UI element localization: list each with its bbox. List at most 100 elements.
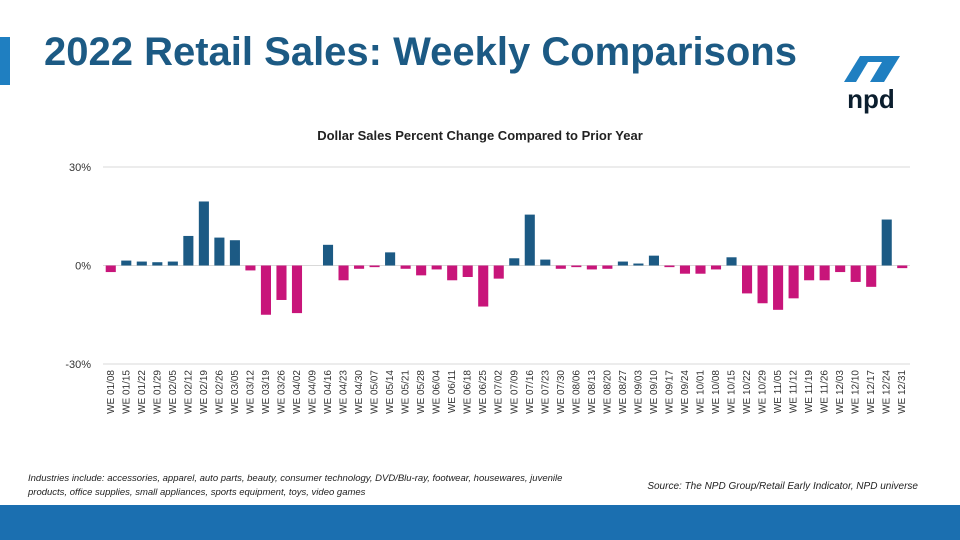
x-tick-label: WE 08/20 bbox=[602, 370, 613, 414]
bar bbox=[291, 265, 303, 314]
bar bbox=[555, 265, 566, 269]
bar bbox=[400, 265, 411, 269]
x-tick-label: WE 12/31 bbox=[897, 370, 908, 414]
bar bbox=[633, 263, 644, 266]
bar bbox=[617, 261, 628, 266]
npd-logo-mark-stripe bbox=[856, 62, 882, 82]
bar bbox=[524, 214, 535, 266]
x-tick-label: WE 02/26 bbox=[214, 370, 225, 414]
x-tick-label: WE 10/22 bbox=[742, 370, 753, 414]
bar bbox=[804, 265, 815, 281]
title-accent-bar bbox=[0, 37, 10, 85]
bar bbox=[322, 244, 334, 266]
x-tick-label: WE 07/16 bbox=[525, 370, 536, 414]
x-tick-label: WE 04/02 bbox=[292, 370, 303, 414]
bar bbox=[354, 265, 365, 269]
bar bbox=[152, 262, 163, 266]
bar bbox=[726, 257, 737, 266]
x-tick-label: WE 11/26 bbox=[820, 370, 831, 414]
x-tick-label: WE 05/28 bbox=[416, 370, 427, 414]
page-title: 2022 Retail Sales: Weekly Comparisons bbox=[44, 30, 797, 74]
x-tick-label: WE 04/16 bbox=[323, 370, 334, 414]
x-tick-label: WE 02/05 bbox=[168, 370, 179, 414]
bar bbox=[679, 265, 691, 274]
bar bbox=[462, 265, 473, 277]
bar bbox=[648, 255, 659, 266]
bar bbox=[710, 265, 722, 270]
x-tick-label: WE 12/24 bbox=[882, 370, 893, 414]
bar bbox=[338, 265, 349, 281]
x-tick-label: WE 03/12 bbox=[245, 370, 256, 414]
x-tick-label: WE 08/27 bbox=[618, 370, 629, 414]
x-tick-label: WE 07/30 bbox=[556, 370, 567, 414]
bar bbox=[695, 265, 706, 274]
source-note: Source: The NPD Group/Retail Early Indic… bbox=[647, 481, 918, 492]
bar bbox=[586, 265, 597, 270]
bar bbox=[757, 265, 768, 304]
y-tick-label: 30% bbox=[69, 162, 91, 174]
x-tick-label: WE 06/04 bbox=[432, 370, 443, 414]
bar bbox=[835, 265, 846, 273]
bar bbox=[881, 219, 892, 266]
x-tick-label: WE 05/21 bbox=[401, 370, 412, 414]
x-tick-label: WE 09/17 bbox=[664, 370, 675, 414]
x-tick-label: WE 09/10 bbox=[649, 370, 660, 414]
bar bbox=[276, 265, 287, 300]
x-tick-label: WE 01/29 bbox=[152, 370, 163, 414]
x-tick-label: WE 01/15 bbox=[121, 370, 132, 414]
bar bbox=[369, 265, 380, 268]
npd-logo-text: npd bbox=[847, 84, 895, 114]
x-tick-label: WE 10/08 bbox=[711, 370, 722, 414]
x-tick-label: WE 08/13 bbox=[587, 370, 598, 414]
x-tick-label: WE 12/17 bbox=[866, 370, 877, 414]
chart-title: Dollar Sales Percent Change Compared to … bbox=[317, 128, 643, 143]
bar bbox=[773, 265, 784, 310]
x-tick-label: WE 11/05 bbox=[773, 370, 784, 414]
bar bbox=[540, 259, 551, 266]
x-tick-label: WE 10/15 bbox=[727, 370, 738, 414]
x-tick-label: WE 02/12 bbox=[183, 370, 194, 414]
bar bbox=[447, 265, 458, 281]
x-tick-label: WE 01/08 bbox=[106, 370, 117, 414]
bar bbox=[167, 261, 178, 266]
bar bbox=[245, 265, 256, 271]
x-tick-label: WE 11/19 bbox=[804, 370, 815, 414]
x-tick-label: WE 10/01 bbox=[695, 370, 706, 414]
x-tick-label: WE 03/05 bbox=[230, 370, 241, 414]
x-tick-label: WE 03/19 bbox=[261, 370, 272, 414]
x-tick-label: WE 03/26 bbox=[276, 370, 287, 414]
bar bbox=[105, 265, 116, 273]
bar bbox=[509, 258, 520, 266]
x-tick-label: WE 04/23 bbox=[339, 370, 350, 414]
npd-logo: npd bbox=[844, 56, 900, 114]
x-tick-label: WE 10/29 bbox=[758, 370, 769, 414]
bar bbox=[602, 265, 613, 269]
bar bbox=[385, 252, 396, 266]
bar bbox=[431, 265, 442, 270]
x-tick-label: WE 11/12 bbox=[789, 370, 800, 414]
x-tick-label: WE 07/02 bbox=[494, 370, 505, 414]
x-tick-label: WE 07/23 bbox=[540, 370, 551, 414]
bar-chart: 30% 0% -30% WE 01/08 WE 01/15 WE 01/22 WE 01/2… bbox=[65, 162, 910, 414]
bar bbox=[416, 265, 427, 276]
bar bbox=[260, 265, 271, 315]
bar bbox=[136, 261, 147, 266]
x-tick-label: WE 05/14 bbox=[385, 370, 396, 414]
bar bbox=[198, 201, 209, 266]
x-tick-label: WE 06/25 bbox=[478, 370, 489, 414]
bar bbox=[493, 265, 504, 279]
bar bbox=[850, 265, 861, 282]
x-tick-label: WE 09/24 bbox=[680, 370, 691, 414]
footer-bar bbox=[0, 505, 960, 540]
bar bbox=[819, 265, 830, 281]
y-tick-label: 0% bbox=[75, 261, 91, 273]
x-tick-label: WE 06/18 bbox=[463, 370, 474, 414]
bar bbox=[897, 265, 908, 269]
x-tick-label: WE 04/30 bbox=[354, 370, 365, 414]
x-tick-label: WE 05/07 bbox=[370, 370, 381, 414]
bar bbox=[121, 260, 132, 266]
bar bbox=[664, 265, 675, 268]
bar bbox=[788, 265, 799, 299]
bar bbox=[571, 265, 582, 268]
bar bbox=[866, 265, 877, 287]
